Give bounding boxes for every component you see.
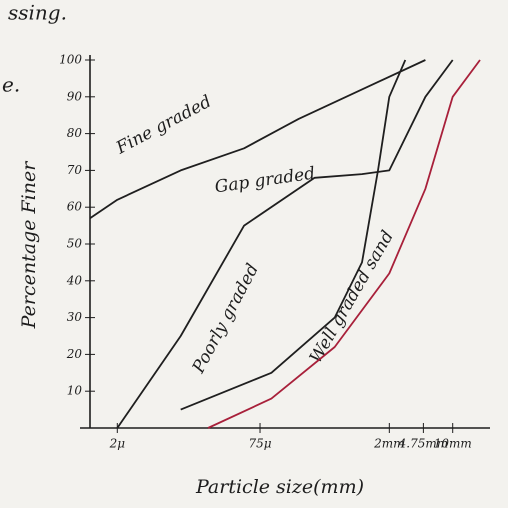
annotation: ssing. — [8, 1, 67, 25]
annotation: e. — [2, 73, 20, 97]
series-label: Well graded sand — [306, 227, 398, 367]
x-tick-label: 2μ — [109, 437, 126, 451]
series-label: Poorly graded — [188, 260, 263, 377]
x-tick-label: 10mm — [434, 437, 472, 451]
y-tick-label: 50 — [67, 237, 83, 251]
series-line — [207, 59, 481, 429]
x-tick-label: 75μ — [248, 437, 271, 451]
series-line — [180, 59, 407, 411]
y-axis-label: Percentage Finer — [18, 160, 40, 330]
y-tick-label: 10 — [67, 384, 83, 398]
y-tick-label: 20 — [66, 347, 83, 361]
y-tick-label: 40 — [66, 273, 83, 287]
y-tick-label: 30 — [67, 310, 83, 324]
y-tick-label: 90 — [67, 89, 83, 103]
series-line — [89, 59, 426, 219]
y-tick-label: 60 — [67, 200, 83, 214]
series-label: Gap graded — [214, 164, 317, 198]
y-tick-label: 80 — [67, 126, 83, 140]
x-tick-label: 4.75mm — [398, 437, 448, 451]
series-line — [116, 59, 454, 429]
series-label: Fine graded — [112, 92, 215, 159]
x-tick-label: 2mm — [373, 437, 404, 451]
x-axis-label: Particle size(mm) — [195, 476, 364, 498]
y-tick-label: 100 — [59, 53, 82, 67]
y-tick-label: 70 — [67, 163, 83, 177]
